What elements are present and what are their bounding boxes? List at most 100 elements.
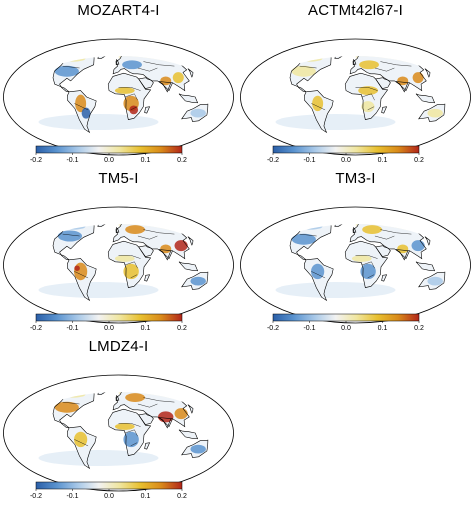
country-border bbox=[367, 106, 375, 111]
anomaly-region bbox=[123, 431, 139, 448]
map-body bbox=[3, 224, 234, 323]
coastline-greenland bbox=[97, 224, 115, 227]
anomaly-region bbox=[174, 240, 188, 252]
coastline-indonesia bbox=[415, 93, 436, 104]
world-map: -0.2 -0.1 0.0 0.1 0.2 bbox=[240, 206, 471, 332]
colorbar: -0.2 -0.1 0.0 0.1 0.2 bbox=[30, 145, 187, 164]
land-arabia bbox=[375, 245, 391, 257]
colorbar: -0.2 -0.1 0.0 0.1 0.2 bbox=[30, 481, 187, 500]
anomaly-region bbox=[160, 76, 172, 86]
coastline-arabia bbox=[138, 245, 154, 257]
land-madagascar bbox=[144, 442, 150, 450]
coastline-europe-asia bbox=[112, 56, 190, 92]
country-border bbox=[355, 255, 378, 259]
anomaly-region bbox=[190, 108, 206, 118]
country-border bbox=[74, 271, 89, 279]
panel-title: TM5-I bbox=[98, 170, 139, 187]
colorbar-tick-label: -0.2 bbox=[30, 325, 42, 332]
colorbar-tick-label: -0.1 bbox=[66, 157, 78, 164]
coastline-india bbox=[395, 249, 410, 261]
country-border bbox=[137, 403, 158, 408]
anomaly-region bbox=[57, 230, 83, 242]
anomaly-region bbox=[129, 105, 139, 115]
anomaly-region bbox=[298, 224, 323, 230]
map-panel-lmdz4: LMDZ4-I -0.2 -0.1 0.0 0.1 0.2 bbox=[0, 336, 237, 504]
colorbar-tick-label: -0.2 bbox=[267, 157, 279, 164]
colorbar-tick-label: 0.0 bbox=[104, 157, 114, 164]
colorbar-tick-label: 0.2 bbox=[177, 325, 187, 332]
coastline-south-america bbox=[304, 90, 334, 134]
land-greenland bbox=[334, 224, 352, 227]
coastline-africa bbox=[344, 240, 389, 288]
colorbar-gradient bbox=[35, 145, 183, 154]
country-border bbox=[299, 233, 317, 237]
coastline-madagascar bbox=[144, 442, 151, 450]
land-arabia bbox=[375, 77, 391, 89]
map-frame bbox=[240, 38, 471, 156]
anomaly-region bbox=[291, 233, 316, 245]
country-border bbox=[62, 65, 80, 69]
anomaly-region bbox=[61, 56, 86, 62]
colorbar-tick-label: -0.2 bbox=[30, 493, 42, 500]
coastline-indonesia bbox=[178, 261, 199, 272]
coastline-arabia bbox=[138, 77, 154, 89]
anomaly-region bbox=[74, 431, 88, 448]
colorbar-tick-label: 0.1 bbox=[141, 325, 151, 332]
anomaly-region bbox=[427, 276, 443, 286]
country-border bbox=[130, 106, 138, 111]
country-border bbox=[361, 261, 375, 269]
panel-title: MOZART4-I bbox=[77, 2, 160, 19]
colorbar-tick-label: -0.1 bbox=[303, 157, 315, 164]
coastline-india bbox=[395, 81, 410, 93]
land-africa bbox=[345, 73, 388, 120]
anomaly-region bbox=[351, 255, 372, 262]
coastline-europe-asia bbox=[112, 224, 190, 260]
coastline-madagascar bbox=[381, 106, 388, 114]
coastline-japan bbox=[187, 236, 194, 246]
coastline-australia bbox=[181, 271, 209, 290]
anomaly-region bbox=[61, 392, 86, 398]
coastline-greenland bbox=[97, 392, 115, 395]
panel-title: TM3-I bbox=[335, 170, 376, 187]
land-greenland bbox=[97, 392, 115, 395]
ocean bbox=[240, 224, 471, 323]
anomaly-region bbox=[114, 87, 135, 94]
coastline-madagascar bbox=[144, 274, 151, 282]
anomaly-region bbox=[411, 240, 425, 252]
anomaly-region bbox=[312, 95, 324, 112]
country-border bbox=[143, 229, 175, 235]
map-panel-actm: ACTMt42l67-I -0.2 -0.1 0.0 0.1 0.2 bbox=[237, 0, 474, 168]
country-border bbox=[380, 61, 412, 67]
ocean-anomaly bbox=[38, 114, 159, 130]
land-madagascar bbox=[381, 274, 387, 282]
coastline-japan bbox=[187, 404, 194, 414]
colorbar-tick-label: 0.2 bbox=[414, 325, 424, 332]
coastline-india bbox=[158, 417, 173, 429]
country-border bbox=[124, 429, 138, 437]
coastline-africa bbox=[344, 72, 389, 120]
coastline-greenland bbox=[334, 56, 352, 59]
coastline-south-america bbox=[304, 258, 334, 302]
ocean-anomaly bbox=[38, 282, 159, 298]
world-map: -0.2 -0.1 0.0 0.1 0.2 bbox=[3, 206, 234, 332]
country-border bbox=[374, 67, 395, 72]
map-frame bbox=[3, 206, 234, 324]
anomaly-region bbox=[361, 101, 375, 113]
map-panel-tm5: TM5-I -0.2 -0.1 0.0 0.1 0.2 bbox=[0, 168, 237, 336]
panel-title: ACTMt42l67-I bbox=[308, 2, 403, 19]
country-border bbox=[62, 401, 80, 405]
country-border bbox=[62, 233, 80, 237]
country-border bbox=[124, 261, 138, 269]
coastline-indonesia bbox=[178, 93, 199, 104]
anomaly-region bbox=[61, 224, 86, 230]
anomaly-region bbox=[74, 265, 80, 271]
colorbar-tick-label: 0.2 bbox=[414, 157, 424, 164]
land-arabia bbox=[138, 77, 154, 89]
colorbar-tick-label: 0.2 bbox=[177, 157, 187, 164]
map-frame bbox=[240, 206, 471, 324]
colorbar-gradient bbox=[35, 313, 183, 322]
coastline-arabia bbox=[375, 245, 391, 257]
land-madagascar bbox=[381, 106, 387, 114]
coastline-japan bbox=[424, 236, 431, 246]
coastline-europe-asia bbox=[349, 56, 427, 92]
